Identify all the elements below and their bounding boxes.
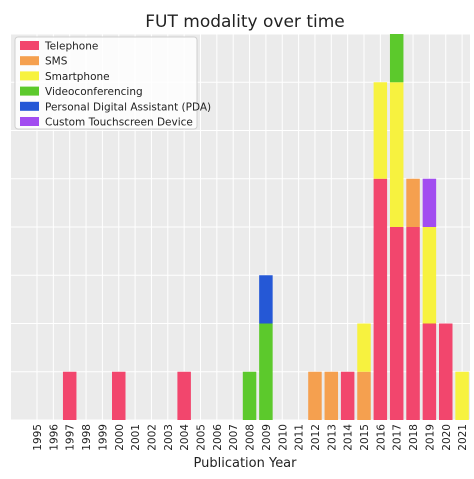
x-tick-label: 2012 — [310, 424, 322, 451]
x-tick-label: 2008 — [245, 424, 257, 451]
bar-segment — [389, 82, 404, 227]
legend-swatch — [20, 71, 39, 81]
bar-segment — [357, 323, 371, 372]
legend-label: Smartphone — [45, 71, 110, 83]
legend-label: Telephone — [44, 41, 98, 53]
x-tick-label: 1996 — [48, 424, 60, 451]
legend-box — [14, 36, 198, 130]
x-axis-label: Publication Year — [194, 456, 298, 471]
x-tick-label: 2011 — [294, 424, 306, 451]
legend-swatch — [20, 41, 39, 50]
x-tick-label: 1995 — [32, 424, 44, 451]
x-tick-label: 2020 — [441, 424, 453, 451]
legend: Telephone SMS Smartphone Videoconferencing P… — [14, 36, 211, 130]
x-tick-label: 1998 — [81, 424, 93, 451]
x-tick-label: 2010 — [277, 424, 289, 451]
bar-segment — [373, 82, 388, 179]
x-tick-label: 2001 — [130, 424, 142, 451]
x-tick-label: 2007 — [228, 424, 240, 451]
legend-swatch — [20, 117, 39, 126]
x-tick-label: 1997 — [65, 424, 77, 451]
x-tick-label: 2014 — [343, 424, 355, 451]
bar-segment — [112, 371, 126, 420]
bar-segment — [389, 227, 404, 420]
x-tick-label: 2004 — [179, 424, 191, 451]
bar-segment — [177, 371, 191, 420]
bar-segment — [406, 178, 420, 227]
x-tick-label: 2000 — [114, 424, 126, 451]
x-tick-label: 2015 — [359, 424, 371, 451]
bar-segment — [422, 227, 437, 324]
legend-swatch — [20, 56, 39, 66]
bar-segment — [389, 34, 404, 83]
x-tick-label: 2013 — [326, 424, 338, 451]
x-tick-labels: 1995 1996 1997 1998 1999 2000 2001 2002 2003 2004… — [32, 424, 469, 451]
x-tick-label: 2016 — [375, 424, 387, 451]
x-tick-label: 2002 — [146, 424, 158, 451]
x-tick-label: 2019 — [424, 424, 436, 451]
legend-swatch — [20, 101, 39, 111]
x-tick-label: 2006 — [212, 424, 224, 451]
x-tick-label: 2003 — [163, 424, 175, 451]
bar-segment — [439, 323, 453, 420]
x-tick-label: 1999 — [97, 424, 109, 451]
x-tick-label: 2005 — [196, 424, 208, 451]
bar-segment — [455, 371, 469, 420]
x-tick-label: 2018 — [408, 424, 420, 451]
legend-label: SMS — [45, 56, 68, 68]
bar-segment — [242, 371, 257, 420]
bar-segment — [422, 323, 437, 420]
bar-segment — [406, 227, 420, 420]
x-tick-label: 2021 — [457, 424, 469, 451]
legend-label: Videoconferencing — [45, 86, 143, 98]
chart-title: FUT modality over time — [145, 12, 344, 32]
bar-segment — [340, 371, 355, 420]
bar-segment — [357, 371, 371, 420]
bars — [62, 34, 469, 420]
legend-label: Custom Touchscreen Device — [45, 117, 193, 129]
legend-swatch — [20, 86, 39, 96]
bar-segment — [259, 323, 273, 420]
bar-segment — [324, 371, 339, 420]
legend-label: Personal Digital Assistant (PDA) — [45, 101, 211, 113]
bar-segment — [373, 178, 388, 420]
x-tick-label: 2009 — [261, 424, 273, 451]
bar-segment — [62, 371, 77, 420]
bar-segment — [422, 178, 437, 227]
bar-segment — [308, 371, 322, 420]
x-tick-label: 2017 — [392, 424, 404, 451]
bar-segment — [259, 275, 273, 324]
